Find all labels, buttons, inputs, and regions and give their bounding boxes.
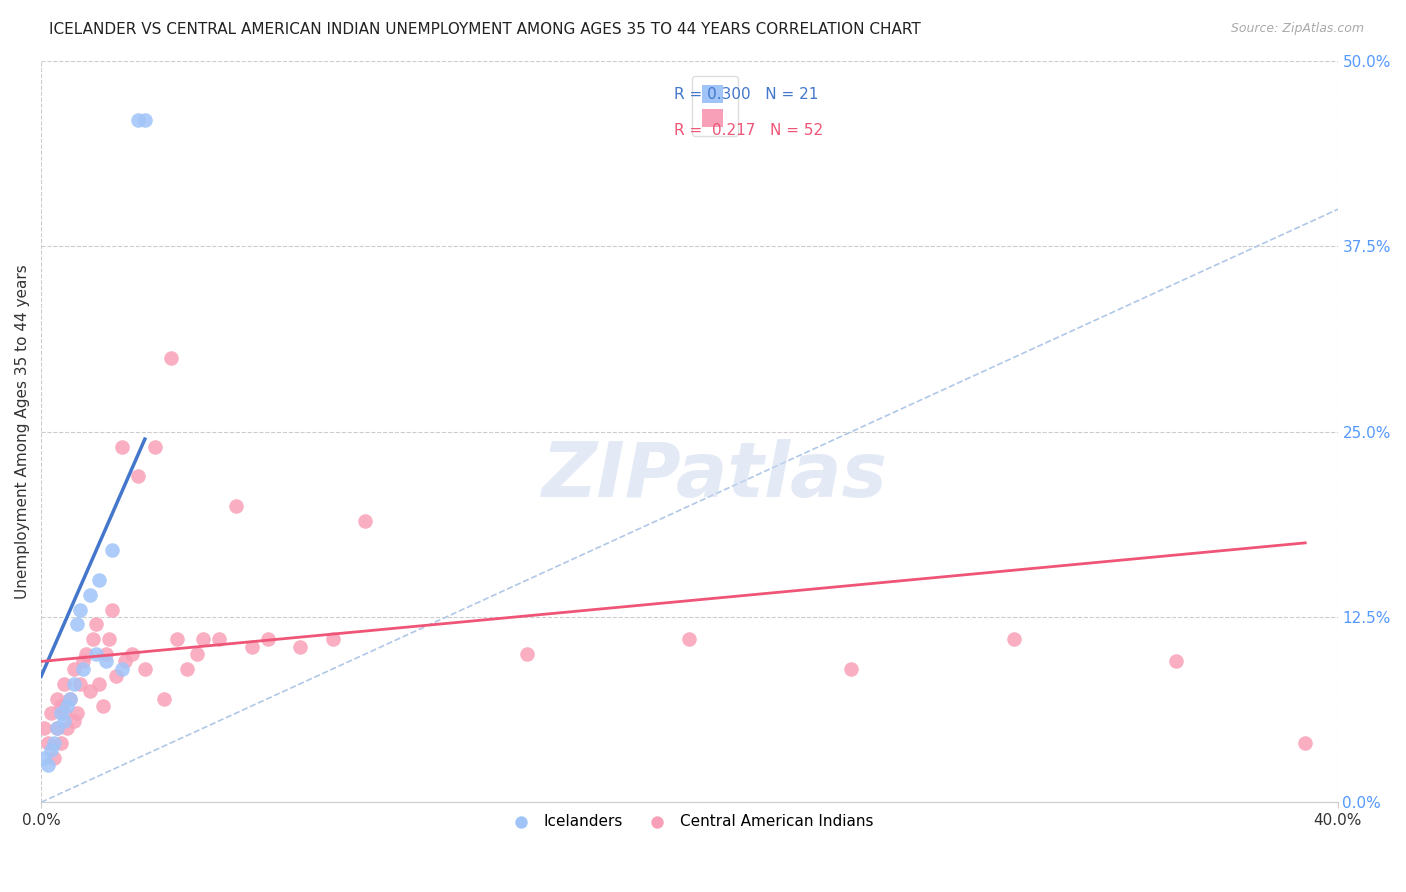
Point — [34, 751, 56, 765]
Point — [101, 602, 124, 616]
Point — [240, 640, 263, 654]
Point — [841, 662, 863, 676]
Point — [159, 351, 181, 365]
Point — [322, 632, 344, 647]
Point — [79, 588, 101, 602]
Point — [127, 113, 149, 128]
Point — [59, 691, 82, 706]
Point — [516, 647, 538, 661]
Point — [66, 617, 89, 632]
Point — [72, 655, 94, 669]
Point — [62, 714, 84, 728]
Point — [49, 706, 72, 721]
Point — [46, 691, 69, 706]
Point — [42, 736, 65, 750]
Text: ZIPatlas: ZIPatlas — [543, 439, 889, 513]
Point — [56, 721, 79, 735]
Point — [52, 676, 75, 690]
Point — [37, 736, 59, 750]
Point — [56, 698, 79, 713]
Point — [39, 706, 62, 721]
Point — [34, 721, 56, 735]
Point — [98, 632, 121, 647]
Point — [186, 647, 208, 661]
Point — [91, 698, 114, 713]
Point — [82, 632, 104, 647]
Point — [127, 469, 149, 483]
Point — [354, 514, 377, 528]
Point — [153, 691, 176, 706]
Point — [37, 758, 59, 772]
Point — [52, 706, 75, 721]
Point — [94, 647, 117, 661]
Point — [89, 676, 111, 690]
Point — [176, 662, 198, 676]
Point — [49, 698, 72, 713]
Point — [42, 751, 65, 765]
Point — [134, 662, 156, 676]
Text: Source: ZipAtlas.com: Source: ZipAtlas.com — [1230, 22, 1364, 36]
Point — [678, 632, 700, 647]
Point — [134, 113, 156, 128]
Point — [72, 662, 94, 676]
Point — [1294, 736, 1316, 750]
Y-axis label: Unemployment Among Ages 35 to 44 years: Unemployment Among Ages 35 to 44 years — [15, 264, 30, 599]
Point — [89, 573, 111, 587]
Text: R = 0.300   N = 21: R = 0.300 N = 21 — [673, 87, 818, 102]
Point — [52, 714, 75, 728]
Point — [193, 632, 215, 647]
Point — [46, 721, 69, 735]
Point — [66, 706, 89, 721]
Point — [69, 602, 91, 616]
Point — [49, 736, 72, 750]
Point — [79, 684, 101, 698]
Point — [94, 655, 117, 669]
Point — [84, 647, 107, 661]
Point — [76, 647, 98, 661]
Point — [101, 543, 124, 558]
Point — [121, 647, 143, 661]
Point — [257, 632, 280, 647]
Legend: Icelanders, Central American Indians: Icelanders, Central American Indians — [499, 808, 879, 836]
Point — [166, 632, 188, 647]
Point — [290, 640, 312, 654]
Point — [1164, 655, 1187, 669]
Point — [39, 743, 62, 757]
Point — [111, 662, 134, 676]
Point — [225, 499, 247, 513]
Point — [104, 669, 127, 683]
Text: R =  0.217   N = 52: R = 0.217 N = 52 — [673, 123, 823, 137]
Point — [62, 676, 84, 690]
Point — [143, 440, 166, 454]
Point — [114, 655, 136, 669]
Text: ICELANDER VS CENTRAL AMERICAN INDIAN UNEMPLOYMENT AMONG AGES 35 TO 44 YEARS CORR: ICELANDER VS CENTRAL AMERICAN INDIAN UNE… — [49, 22, 921, 37]
Point — [111, 440, 134, 454]
Point — [1002, 632, 1025, 647]
Point — [46, 721, 69, 735]
Point — [208, 632, 231, 647]
Point — [69, 676, 91, 690]
Point — [62, 662, 84, 676]
Point — [84, 617, 107, 632]
Point — [59, 691, 82, 706]
